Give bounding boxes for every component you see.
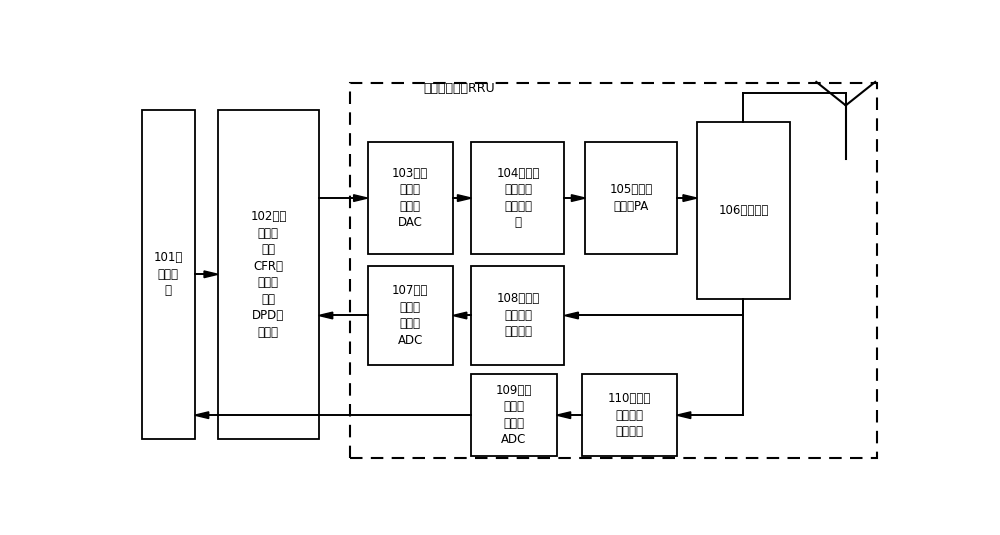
Text: 105，功率
放大器PA: 105，功率 放大器PA	[609, 184, 653, 213]
Polygon shape	[557, 412, 571, 418]
Text: 110，下变
频和接收
电路单元: 110，下变 频和接收 电路单元	[608, 392, 651, 438]
Bar	[142, 110, 195, 439]
Text: 109，模
拟数字
转化器
ADC: 109，模 拟数字 转化器 ADC	[496, 384, 532, 446]
Polygon shape	[319, 312, 333, 319]
Bar	[471, 266, 564, 365]
Text: 射频拉远单元RRU: 射频拉远单元RRU	[423, 82, 495, 95]
Text: 107，模
拟数字
转化器
ADC: 107，模 拟数字 转化器 ADC	[392, 284, 428, 347]
Text: 103，数
字模拟
转化器
DAC: 103，数 字模拟 转化器 DAC	[392, 167, 428, 230]
Bar	[585, 142, 677, 254]
Bar	[368, 142, 453, 254]
Polygon shape	[564, 312, 578, 319]
Polygon shape	[195, 412, 209, 418]
Polygon shape	[354, 195, 368, 201]
Bar	[697, 122, 790, 299]
Polygon shape	[457, 195, 471, 201]
Text: 101，
基带信
号: 101， 基带信 号	[154, 251, 183, 297]
Text: 102，波
峰因子
降低
CFR和
数字预
失真
DPD处
理单元: 102，波 峰因子 降低 CFR和 数字预 失真 DPD处 理单元	[250, 210, 287, 339]
Polygon shape	[204, 271, 218, 278]
Polygon shape	[683, 195, 697, 201]
Polygon shape	[571, 195, 585, 201]
Text: 106，滤波器: 106，滤波器	[718, 204, 769, 217]
Bar	[368, 266, 453, 365]
Bar	[582, 374, 677, 456]
Bar	[350, 83, 877, 457]
Bar	[471, 142, 564, 254]
Bar	[218, 110, 319, 439]
Polygon shape	[453, 312, 467, 319]
Polygon shape	[677, 412, 691, 418]
Text: 108，下变
频和反馈
电路单元: 108，下变 频和反馈 电路单元	[496, 293, 540, 339]
Bar	[471, 374, 557, 456]
Text: 104，上变
频和小信
号放大单
元: 104，上变 频和小信 号放大单 元	[496, 167, 540, 230]
